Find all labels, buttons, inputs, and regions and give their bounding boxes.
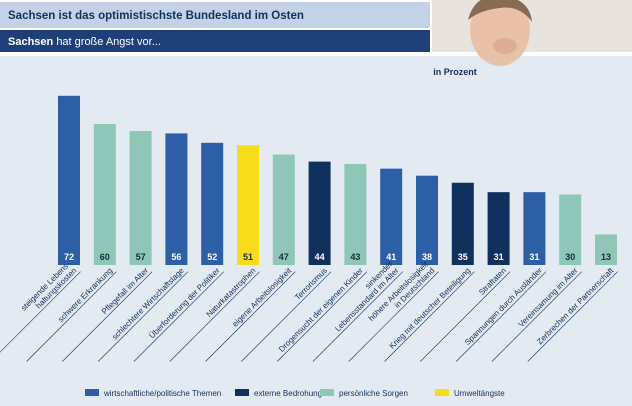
value-label: 51 xyxy=(243,252,253,262)
value-label: 44 xyxy=(315,252,325,262)
value-label: 31 xyxy=(529,252,539,262)
legend-swatch xyxy=(320,389,334,396)
value-label: 13 xyxy=(601,252,611,262)
bar xyxy=(165,133,187,265)
legend-swatch xyxy=(85,389,99,396)
value-label: 60 xyxy=(100,252,110,262)
bar xyxy=(130,131,152,265)
legend-label: wirtschaftliche/politische Themen xyxy=(103,389,221,398)
legend-label: persönliche Sorgen xyxy=(339,389,408,398)
bar xyxy=(201,143,223,265)
legend-label: Umweltängste xyxy=(454,389,505,398)
chart-title: Sachsen ist das optimistischste Bundesla… xyxy=(8,10,304,22)
bar xyxy=(237,145,259,265)
value-label: 31 xyxy=(494,252,504,262)
bar xyxy=(94,124,116,265)
value-label: 43 xyxy=(350,252,360,262)
bar xyxy=(344,164,366,265)
legend-swatch xyxy=(435,389,449,396)
value-label: 35 xyxy=(458,252,468,262)
bar xyxy=(309,162,331,265)
value-label: 57 xyxy=(136,252,146,262)
bar xyxy=(380,169,402,265)
subtitle-rest: hat große Angst vor... xyxy=(56,36,161,48)
value-label: 56 xyxy=(171,252,181,262)
value-label: 52 xyxy=(207,252,217,262)
unit-label: in Prozent xyxy=(433,67,477,77)
legend-label: externe Bedrohungen xyxy=(254,389,331,398)
value-label: 30 xyxy=(565,252,575,262)
bar xyxy=(273,155,295,265)
chart-subtitle: Sachsen hat große Angst vor... xyxy=(8,36,161,48)
subtitle-bold: Sachsen xyxy=(8,36,54,48)
value-label: 47 xyxy=(279,252,289,262)
chart: Sachsen ist das optimistischste Bundesla… xyxy=(0,0,632,406)
legend-swatch xyxy=(235,389,249,396)
bar xyxy=(58,96,80,265)
